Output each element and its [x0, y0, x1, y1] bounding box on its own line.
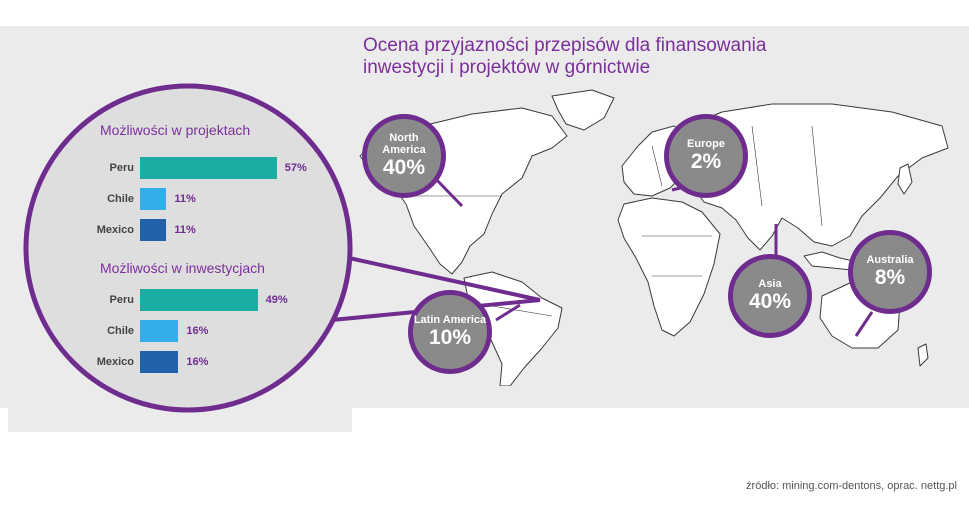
panel-background-lower [8, 408, 352, 432]
section-title-investments: Możliwości w inwestycjach [100, 260, 265, 276]
landmass-greenland [551, 89, 615, 131]
chart-title: Ocena przyjazności przepisów dla finanso… [363, 35, 803, 79]
region-australia: Australia 8% [848, 230, 932, 314]
bar-mexico [140, 219, 167, 241]
region-value: 40% [382, 156, 426, 179]
bar-peru [140, 157, 277, 179]
landmass-africa [617, 197, 721, 337]
bar-peru [140, 289, 258, 311]
bar-category-label: Peru [109, 294, 134, 306]
bar-value-label: 11% [174, 193, 196, 205]
source-note: źródło: mining.com-dentons, oprac. nettg… [746, 480, 957, 492]
region-europe: Europe 2% [664, 114, 748, 198]
bar-category-label: Chile [107, 325, 134, 337]
landmass-new-zealand [917, 343, 929, 367]
region-value: 40% [748, 290, 792, 313]
bar-value-label: 57% [284, 162, 307, 174]
bar-category-label: Chile [107, 193, 134, 205]
region-north-america: North America 40% [362, 114, 446, 198]
bar-value-label: 16% [186, 356, 209, 368]
bar-value-label: 49% [265, 294, 288, 306]
region-name: Asia [758, 278, 782, 290]
section-title-projects: Możliwości w projektach [100, 122, 251, 138]
region-value: 8% [874, 266, 906, 289]
region-name: Europe [687, 138, 725, 150]
bar-value-label: 16% [186, 325, 209, 337]
region-name: North America [382, 132, 426, 156]
bar-category-label: Mexico [96, 356, 134, 368]
bar-category-label: Peru [109, 162, 134, 174]
bar-value-label: 11% [174, 224, 196, 236]
bar-chile [140, 320, 179, 342]
bar-category-label: Mexico [96, 224, 134, 236]
bar-mexico [140, 351, 179, 373]
region-value: 10% [428, 326, 472, 349]
region-name: Australia [866, 254, 914, 266]
bar-chile [140, 188, 167, 210]
title-line-1: Ocena przyjazności przepisów dla finanso… [363, 35, 767, 56]
region-latin-america: Latin America 10% [408, 290, 492, 374]
region-name: Latin America [413, 314, 487, 326]
landmass-japan [897, 163, 913, 195]
region-asia: Asia 40% [728, 254, 812, 338]
region-value: 2% [690, 150, 722, 173]
title-line-2: inwestycji i projektów w górnictwie [363, 57, 651, 78]
landmass-asia [687, 103, 949, 251]
